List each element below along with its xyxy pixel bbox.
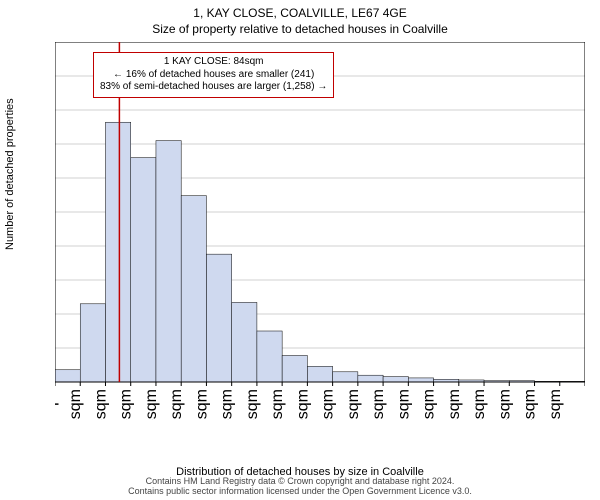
- histogram-bar: [232, 302, 257, 382]
- histogram-bar: [307, 366, 332, 382]
- svg-text:198sqm: 198sqm: [244, 389, 261, 420]
- annotation-line2: ← 16% of detached houses are smaller (24…: [100, 69, 327, 82]
- svg-text:219sqm: 219sqm: [269, 389, 286, 420]
- histogram-bar: [333, 372, 358, 382]
- svg-text:116sqm: 116sqm: [143, 389, 160, 420]
- footer-line2: Contains public sector information licen…: [0, 486, 600, 496]
- svg-text:445sqm: 445sqm: [547, 389, 564, 420]
- svg-text:424sqm: 424sqm: [522, 389, 539, 420]
- histogram-bar: [131, 158, 156, 382]
- svg-text:240sqm: 240sqm: [294, 389, 311, 420]
- svg-text:75sqm: 75sqm: [92, 389, 109, 420]
- svg-text:157sqm: 157sqm: [193, 389, 210, 420]
- annotation-line1: 1 KAY CLOSE: 84sqm: [100, 56, 327, 69]
- svg-text:301sqm: 301sqm: [370, 389, 387, 420]
- annotation-box: 1 KAY CLOSE: 84sqm ← 16% of detached hou…: [93, 52, 334, 98]
- svg-text:342sqm: 342sqm: [421, 389, 438, 420]
- histogram-bar: [55, 370, 80, 382]
- svg-text:55sqm: 55sqm: [67, 389, 84, 420]
- svg-text:322sqm: 322sqm: [395, 389, 412, 420]
- histogram-bar: [408, 378, 433, 382]
- svg-text:404sqm: 404sqm: [496, 389, 513, 420]
- svg-text:178sqm: 178sqm: [219, 389, 236, 420]
- histogram-bar: [206, 254, 231, 382]
- histogram-bar: [181, 196, 206, 382]
- annotation-line3: 83% of semi-detached houses are larger (…: [100, 81, 327, 94]
- svg-text:383sqm: 383sqm: [471, 389, 488, 420]
- y-axis-label: Number of detached properties: [4, 98, 16, 250]
- footer-line1: Contains HM Land Registry data © Crown c…: [0, 476, 600, 486]
- histogram-bar: [105, 122, 130, 382]
- histogram-bar: [156, 141, 181, 382]
- histogram-bar: [80, 304, 105, 382]
- svg-text:137sqm: 137sqm: [168, 389, 185, 420]
- histogram-bar: [358, 375, 383, 382]
- svg-text:260sqm: 260sqm: [320, 389, 337, 420]
- chart-svg: 050100150200250300350400450500 34sqm55sq…: [55, 42, 585, 420]
- histogram-bar: [383, 377, 408, 382]
- histogram-plot: 050100150200250300350400450500 34sqm55sq…: [55, 42, 585, 420]
- svg-text:281sqm: 281sqm: [345, 389, 362, 420]
- attribution-footer: Contains HM Land Registry data © Crown c…: [0, 476, 600, 496]
- svg-text:363sqm: 363sqm: [446, 389, 463, 420]
- chart-subtitle: Size of property relative to detached ho…: [0, 22, 600, 36]
- svg-text:34sqm: 34sqm: [55, 389, 59, 420]
- histogram-bar: [257, 331, 282, 382]
- page-title: 1, KAY CLOSE, COALVILLE, LE67 4GE: [0, 6, 600, 20]
- svg-text:96sqm: 96sqm: [118, 389, 135, 420]
- histogram-bar: [282, 355, 307, 382]
